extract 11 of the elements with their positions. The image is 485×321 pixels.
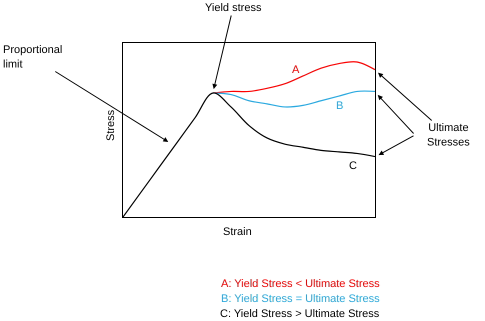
- y-axis-title: Stress: [105, 109, 117, 141]
- series-label: B: [336, 100, 344, 112]
- x-axis-title: Strain: [223, 226, 252, 238]
- text: A: Yield Stress < Ultimate Stress: [221, 278, 380, 290]
- text: B: Yield Stress = Ultimate Stress: [221, 293, 380, 305]
- series-label: C: [349, 160, 357, 172]
- series-label: A: [292, 64, 300, 76]
- text: Yield stress: [205, 2, 262, 14]
- text: Proportional limit: [3, 44, 62, 70]
- text: C: Yield Stress > Ultimate Stress: [220, 308, 380, 320]
- text: Ultimate Stresses: [427, 122, 470, 148]
